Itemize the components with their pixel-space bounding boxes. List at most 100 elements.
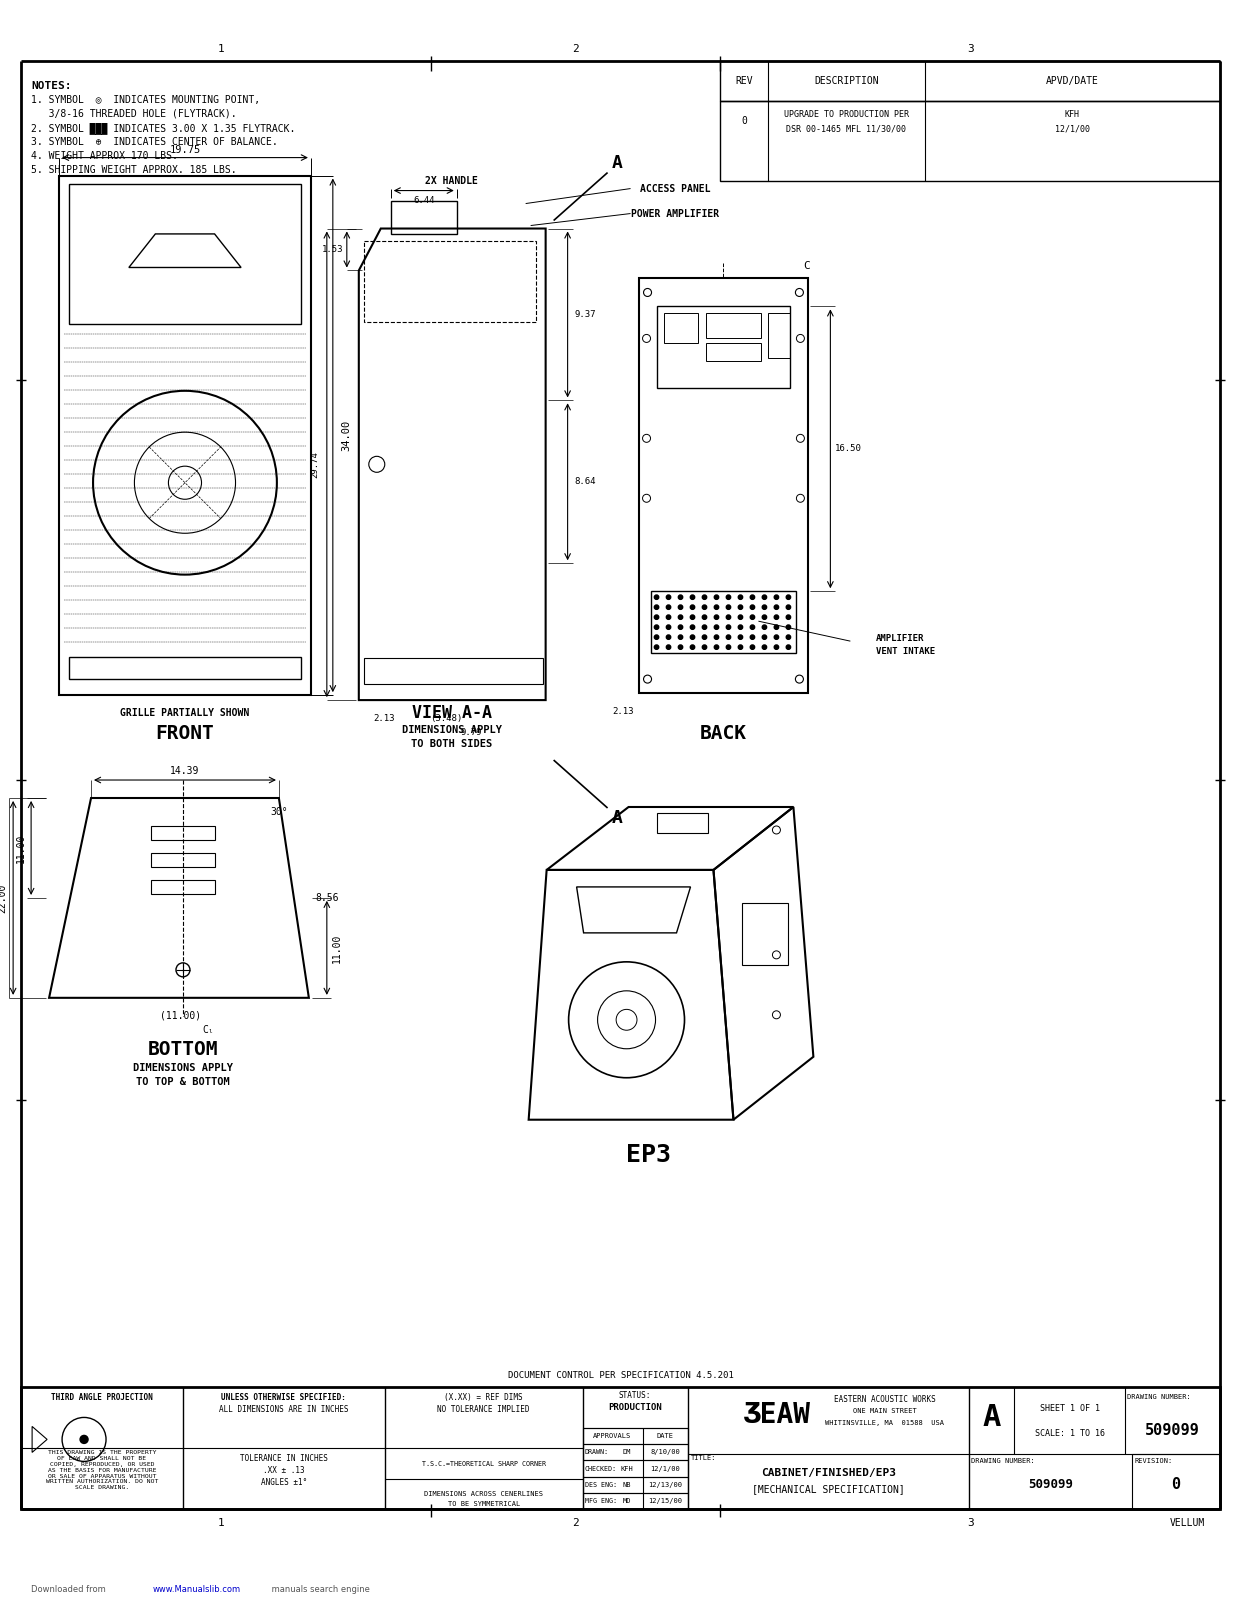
Text: DIMENSIONS APPLY: DIMENSIONS APPLY: [132, 1062, 233, 1072]
Circle shape: [738, 626, 742, 629]
Circle shape: [751, 626, 755, 629]
Bar: [151, 826, 215, 840]
Circle shape: [774, 605, 778, 610]
Circle shape: [751, 645, 755, 650]
Text: APVD/DATE: APVD/DATE: [1045, 75, 1098, 86]
Text: 1: 1: [218, 1518, 224, 1528]
Circle shape: [751, 595, 755, 600]
Text: GRILLE PARTIALLY SHOWN: GRILLE PARTIALLY SHOWN: [120, 709, 250, 718]
Text: A: A: [982, 1403, 1001, 1432]
Text: UNLESS OTHERWISE SPECIFIED:: UNLESS OTHERWISE SPECIFIED:: [221, 1394, 346, 1402]
Text: DRAWING NUMBER:: DRAWING NUMBER:: [1127, 1394, 1190, 1400]
Bar: [768, 314, 790, 358]
Text: POWER AMPLIFIER: POWER AMPLIFIER: [631, 208, 720, 219]
Circle shape: [667, 595, 670, 600]
Text: NB: NB: [622, 1482, 631, 1488]
Text: EASTERN ACOUSTIC WORKS: EASTERN ACOUSTIC WORKS: [834, 1395, 935, 1403]
Circle shape: [774, 614, 778, 619]
Text: 11.00: 11.00: [332, 933, 341, 963]
Text: manuals search engine: manuals search engine: [268, 1584, 370, 1594]
Text: 14.39: 14.39: [171, 766, 199, 776]
Bar: [663, 314, 699, 344]
Text: 1: 1: [218, 43, 224, 54]
Text: 509099: 509099: [1145, 1422, 1200, 1438]
Bar: [364, 240, 536, 323]
Text: MFG ENG:: MFG ENG:: [585, 1498, 616, 1504]
Text: 12/1/00: 12/1/00: [651, 1466, 680, 1472]
Text: 12/1/00: 12/1/00: [1055, 125, 1090, 133]
Circle shape: [787, 626, 790, 629]
Text: 3: 3: [967, 43, 974, 54]
Text: (11.00): (11.00): [161, 1011, 202, 1021]
Circle shape: [762, 605, 767, 610]
Circle shape: [714, 595, 719, 600]
Text: 2.13: 2.13: [374, 714, 396, 723]
Text: 22.00: 22.00: [0, 883, 7, 912]
Text: THIRD ANGLE PROJECTION: THIRD ANGLE PROJECTION: [51, 1394, 153, 1402]
Text: VIEW A-A: VIEW A-A: [412, 704, 492, 722]
Circle shape: [690, 635, 695, 640]
Text: FRONT: FRONT: [156, 723, 214, 742]
Text: REV: REV: [736, 75, 753, 86]
Circle shape: [703, 645, 706, 650]
Circle shape: [738, 635, 742, 640]
Circle shape: [714, 635, 719, 640]
Text: TO TOP & BOTTOM: TO TOP & BOTTOM: [136, 1077, 230, 1086]
Circle shape: [678, 645, 683, 650]
Circle shape: [678, 635, 683, 640]
Text: 509099: 509099: [1028, 1478, 1074, 1491]
Text: C: C: [803, 261, 810, 272]
Text: TITLE:: TITLE:: [690, 1454, 716, 1461]
Circle shape: [654, 614, 659, 619]
Circle shape: [667, 645, 670, 650]
Circle shape: [667, 635, 670, 640]
Text: 2.13: 2.13: [612, 707, 633, 715]
Text: CHECKED:: CHECKED:: [585, 1466, 616, 1472]
Text: SCALE: 1 TO 16: SCALE: 1 TO 16: [1034, 1429, 1105, 1438]
Text: 2: 2: [573, 1518, 579, 1528]
Text: WHITINSVILLE, MA  01588  USA: WHITINSVILLE, MA 01588 USA: [825, 1421, 944, 1427]
Circle shape: [690, 614, 695, 619]
Text: 0: 0: [1171, 1477, 1180, 1493]
Text: DIMENSIONS APPLY: DIMENSIONS APPLY: [402, 725, 502, 734]
Circle shape: [654, 626, 659, 629]
Circle shape: [690, 626, 695, 629]
Circle shape: [714, 626, 719, 629]
Text: A: A: [612, 154, 623, 171]
Bar: [583, 1477, 688, 1493]
Bar: [638, 278, 809, 693]
Circle shape: [714, 645, 719, 650]
Text: TO BE SYMMETRICAL: TO BE SYMMETRICAL: [448, 1501, 520, 1507]
Text: 9.79: 9.79: [461, 728, 482, 736]
Bar: [583, 1461, 688, 1477]
Bar: [21, 1387, 1220, 1509]
Text: www.Manualslib.com: www.Manualslib.com: [153, 1584, 241, 1594]
Circle shape: [714, 605, 719, 610]
Circle shape: [714, 614, 719, 619]
Text: 12/15/00: 12/15/00: [648, 1498, 683, 1504]
Text: 6.44: 6.44: [413, 197, 434, 205]
Text: NO TOLERANCE IMPLIED: NO TOLERANCE IMPLIED: [438, 1405, 529, 1414]
Circle shape: [703, 595, 706, 600]
Bar: [706, 314, 762, 339]
Text: [MECHANICAL SPECIFICATION]: [MECHANICAL SPECIFICATION]: [752, 1483, 904, 1494]
Text: STATUS:: STATUS:: [618, 1390, 651, 1400]
Circle shape: [762, 635, 767, 640]
Circle shape: [738, 595, 742, 600]
Bar: [651, 590, 797, 653]
Bar: [583, 1427, 688, 1445]
Text: .XX ± .13: .XX ± .13: [263, 1466, 304, 1475]
Text: 8/10/00: 8/10/00: [651, 1450, 680, 1454]
Circle shape: [738, 605, 742, 610]
Text: ACCESS PANEL: ACCESS PANEL: [641, 184, 711, 194]
Circle shape: [762, 626, 767, 629]
Circle shape: [726, 595, 731, 600]
Circle shape: [667, 605, 670, 610]
Bar: [69, 658, 301, 678]
Circle shape: [787, 614, 790, 619]
Bar: [657, 813, 709, 834]
Circle shape: [762, 614, 767, 619]
Text: 8.56: 8.56: [315, 893, 339, 902]
Text: NOTES:: NOTES:: [31, 80, 72, 91]
Text: KFH: KFH: [1065, 110, 1080, 118]
